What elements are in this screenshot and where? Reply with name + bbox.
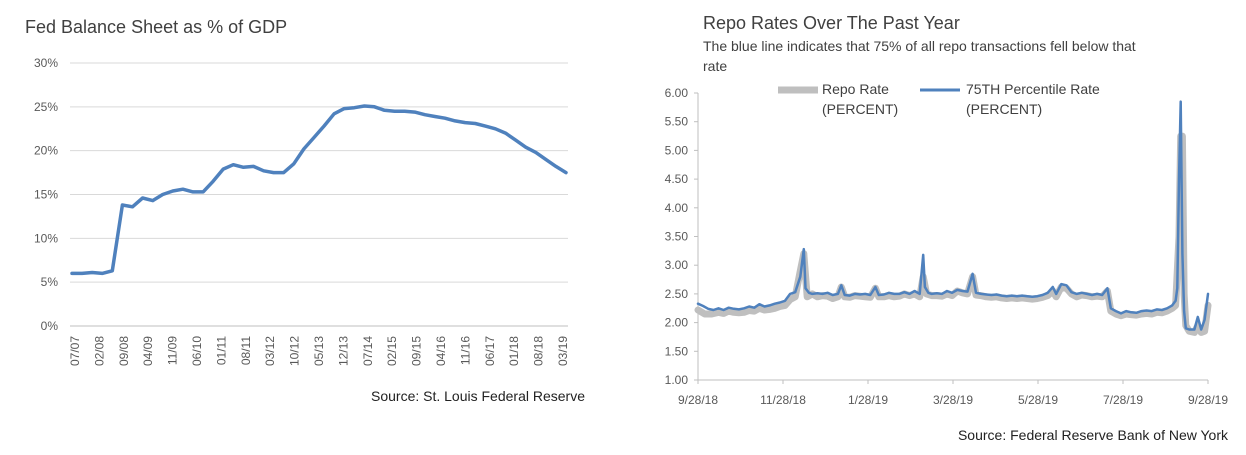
fed-x-tick-label: 05/13 [312, 336, 326, 366]
repo-chart-title: Repo Rates Over The Past Year [703, 13, 960, 33]
fed-y-tick-label: 20% [34, 144, 58, 158]
repo-legend-label-repo-line-2: (PERCENT) [822, 101, 898, 117]
fed-x-tick-label: 03/12 [263, 336, 277, 366]
repo-series-group [694, 100, 1212, 336]
fed-x-tick-label: 09/15 [410, 336, 424, 366]
repo-x-tick-label: 5/28/19 [1018, 393, 1058, 407]
fed-x-tick-label: 02/08 [92, 336, 106, 366]
fed-x-tick-label: 01/11 [214, 336, 228, 365]
repo-legend-label-75th: 75TH Percentile Rate (PERCENT) [966, 81, 1104, 117]
fed-x-tick-label: 08/11 [239, 336, 253, 365]
fed-x-tick-label: 12/13 [336, 336, 350, 366]
repo-y-tick-label: 1.50 [665, 344, 689, 358]
fed-x-tick-label: 09/08 [117, 336, 131, 366]
fed-y-tick-label: 30% [34, 56, 58, 70]
fed-series-group [70, 104, 568, 276]
repo-source-text: Source: Federal Reserve Bank of New York [958, 427, 1229, 443]
percentile-75th-line [696, 100, 1210, 331]
repo-legend-label-repo-line-1: Repo Rate [822, 81, 889, 97]
repo-x-tick-label: 9/28/18 [678, 393, 718, 407]
fed-x-tick-label: 06/17 [483, 336, 497, 366]
repo-legend-label-75th-line-1: 75TH Percentile Rate [966, 81, 1100, 97]
fed-balance-chart: Fed Balance Sheet as % of GDP 0% 5% 10% 15%… [25, 17, 585, 404]
repo-legend-label-75th-line-2: (PERCENT) [966, 101, 1042, 117]
repo-y-tick-label: 5.00 [665, 143, 689, 157]
fed-y-tick-label: 10% [34, 231, 58, 245]
repo-x-tick-label: 7/28/19 [1103, 393, 1143, 407]
fed-x-tick-label: 03/19 [556, 336, 570, 366]
repo-y-tick-label: 1.00 [665, 373, 689, 387]
repo-subtitle-line-2: rate [703, 58, 727, 74]
repo-subtitle-line-1: The blue line indicates that 75% of all … [703, 38, 1136, 54]
repo-x-tick-labels: 9/28/18 11/28/18 1/28/19 3/28/19 5/28/19 7/28… [678, 393, 1228, 407]
fed-x-tick-label: 07/14 [361, 336, 375, 366]
fed-x-tick-label: 11/09 [166, 336, 180, 365]
repo-x-tick-label: 1/28/19 [848, 393, 888, 407]
repo-rate-line [694, 132, 1212, 336]
repo-y-tick-label: 3.00 [665, 258, 689, 272]
fed-y-tick-label: 25% [34, 100, 58, 114]
repo-legend: Repo Rate (PERCENT) 75TH Percentile Rate… [778, 81, 1104, 117]
repo-y-tick-label: 2.50 [665, 287, 689, 301]
fed-x-tick-label: 02/15 [385, 336, 399, 366]
repo-axes [694, 92, 1209, 384]
fed-balance-line [70, 104, 568, 276]
fed-x-tick-label: 08/18 [532, 336, 546, 366]
fed-x-tick-label: 11/16 [458, 336, 472, 365]
fed-x-tick-labels: 07/07 02/08 09/08 04/09 11/09 06/10 01/11 08/11… [68, 336, 570, 366]
repo-chart-subtitle: The blue line indicates that 75% of all … [703, 38, 1140, 74]
repo-y-tick-label: 6.00 [665, 86, 689, 100]
fed-chart-title: Fed Balance Sheet as % of GDP [25, 17, 287, 37]
repo-y-tick-label: 5.50 [665, 115, 689, 129]
repo-y-tick-label: 3.50 [665, 230, 689, 244]
fed-y-tick-label: 0% [41, 319, 59, 333]
repo-legend-label-repo: Repo Rate (PERCENT) [822, 81, 898, 117]
fed-y-tick-label: 5% [41, 275, 59, 289]
repo-x-tick-label: 9/28/19 [1188, 393, 1228, 407]
fed-y-tick-label: 15% [34, 188, 58, 202]
repo-y-tick-labels: 1.00 1.50 2.00 2.50 3.00 3.50 4.00 4.50 5.00 5.50… [665, 86, 689, 387]
repo-x-tick-label: 3/28/19 [933, 393, 973, 407]
fed-x-tick-label: 07/07 [68, 336, 82, 366]
repo-y-tick-label: 4.50 [665, 172, 689, 186]
repo-x-tick-label: 11/28/18 [760, 393, 806, 407]
fed-x-tick-label: 10/12 [288, 336, 302, 366]
fed-x-tick-label: 04/09 [141, 336, 155, 366]
repo-y-tick-label: 2.00 [665, 316, 689, 330]
fed-source-text: Source: St. Louis Federal Reserve [371, 388, 585, 404]
fed-x-tick-label: 04/16 [434, 336, 448, 366]
fed-y-tick-labels: 0% 5% 10% 15% 20% 25% 30% [34, 56, 58, 333]
fed-x-tick-label: 01/18 [507, 336, 521, 366]
repo-y-tick-label: 4.00 [665, 201, 689, 215]
repo-rates-chart: Repo Rates Over The Past Year The blue l… [665, 13, 1229, 443]
fed-gridlines [70, 62, 568, 327]
fed-x-tick-label: 06/10 [190, 336, 204, 366]
